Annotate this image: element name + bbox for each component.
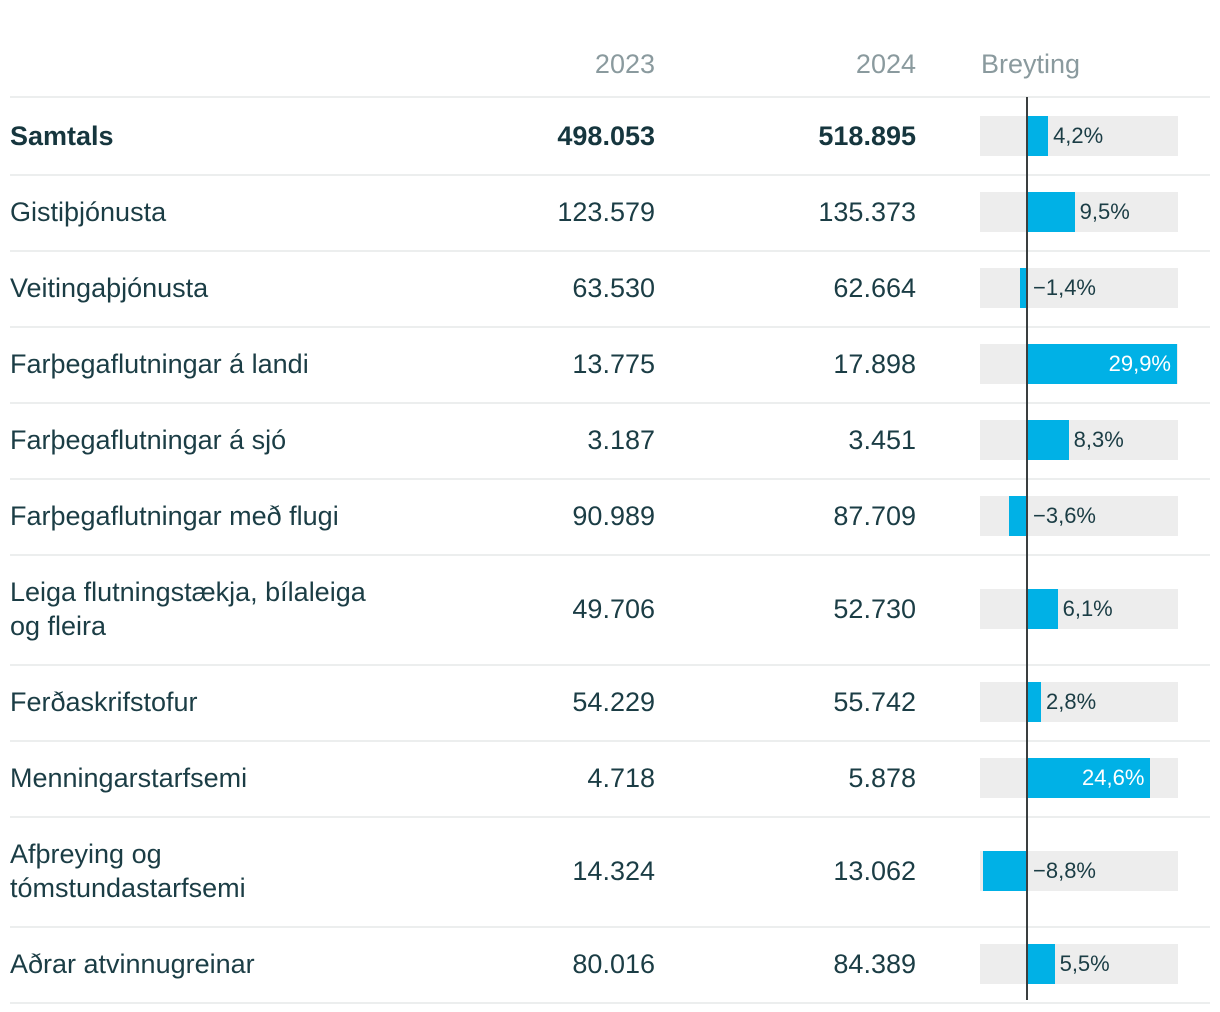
row-divider [10, 402, 1210, 404]
change-label: 2,8% [1046, 689, 1097, 714]
row-label-line: tómstundastarfsemi [10, 873, 246, 903]
row-label: Farþegaflutningar á sjó [10, 423, 286, 457]
change-label: −1,4% [1033, 275, 1096, 300]
row-label-line: og fleira [10, 611, 107, 641]
row-divider [10, 250, 1210, 252]
change-bar [1027, 682, 1042, 722]
value-2024: 135.373 [818, 197, 916, 227]
row-label-line: Farþegaflutningar á landi [10, 349, 309, 379]
value-2024: 52.730 [833, 594, 916, 624]
change-label: 5,5% [1059, 951, 1110, 976]
change-bar [1019, 268, 1027, 308]
row-divider [10, 816, 1210, 818]
change-label: 29,9% [1108, 351, 1171, 376]
change-bar [1027, 758, 1151, 798]
change-label: 9,5% [1079, 199, 1130, 224]
header-divider [10, 96, 1210, 98]
change-bar-track [980, 116, 1178, 156]
value-2024: 5.878 [848, 763, 916, 793]
change-label: 4,2% [1053, 123, 1104, 148]
row-label: Aðrar atvinnugreinar [10, 947, 255, 981]
header-2024: 2024 [855, 49, 916, 79]
value-2024: 62.664 [833, 273, 916, 303]
zero-axis-line [1026, 97, 1028, 1000]
change-label: 6,1% [1062, 596, 1113, 621]
row-divider [10, 926, 1210, 928]
value-2023: 54.229 [572, 687, 655, 717]
value-2023: 13.775 [572, 349, 655, 379]
row-label-line: Menningarstarfsemi [10, 763, 248, 793]
value-2023: 3.187 [587, 425, 655, 455]
value-2023: 14.324 [572, 856, 655, 886]
row-label-line: Ferðaskrifstofur [10, 687, 198, 717]
value-2024: 518.895 [818, 121, 916, 151]
row-divider [10, 554, 1210, 556]
value-2023: 498.053 [557, 121, 655, 151]
row-label-line: Veitingaþjónusta [10, 273, 209, 303]
row-label: Samtals [10, 119, 114, 153]
change-label: 8,3% [1073, 427, 1124, 452]
value-2024: 55.742 [833, 687, 916, 717]
row-label-line: Afþreying og [10, 839, 162, 869]
value-2023: 123.579 [557, 197, 655, 227]
row-divider [10, 740, 1210, 742]
row-label: Menningarstarfsemi [10, 761, 247, 795]
row-divider [10, 1002, 1210, 1004]
value-2023: 80.016 [572, 949, 655, 979]
change-bar-track [980, 192, 1178, 232]
change-label: −8,8% [1033, 858, 1096, 883]
change-bar [982, 851, 1027, 891]
row-label: Afþreying og tómstundastarfsemi [10, 837, 246, 905]
row-divider [10, 478, 1210, 480]
change-bar-track [980, 268, 1178, 308]
row-divider [10, 664, 1210, 666]
header-change: Breyting [981, 49, 1081, 79]
row-divider [10, 174, 1210, 176]
row-label: Ferðaskrifstofur [10, 685, 198, 719]
value-2024: 13.062 [833, 856, 916, 886]
row-divider [10, 326, 1210, 328]
change-bar-track [980, 589, 1178, 629]
change-bar-track [980, 682, 1178, 722]
header-2023: 2023 [594, 49, 655, 79]
value-2023: 49.706 [572, 594, 655, 624]
row-label: Gistiþjónusta [10, 195, 166, 229]
change-label: 24,6% [1082, 765, 1145, 790]
change-bar [1027, 192, 1075, 232]
change-bar [1027, 589, 1058, 629]
row-label: Veitingaþjónusta [10, 271, 208, 305]
row-label-line: Farþegaflutningar með flugi [10, 501, 339, 531]
change-bar [1027, 116, 1049, 156]
value-2024: 3.451 [848, 425, 916, 455]
change-bar-track [980, 944, 1178, 984]
row-label-line: Leiga flutningstækja, bílaleiga [10, 577, 366, 607]
change-bar [1008, 496, 1027, 536]
row-label-line: Samtals [10, 121, 114, 151]
row-label: Farþegaflutningar með flugi [10, 499, 339, 533]
value-2024: 17.898 [833, 349, 916, 379]
change-bar-track [980, 420, 1178, 460]
value-2023: 90.989 [572, 501, 655, 531]
change-bar [1027, 944, 1055, 984]
value-2023: 63.530 [572, 273, 655, 303]
change-label: −3,6% [1033, 503, 1096, 528]
value-2024: 87.709 [833, 501, 916, 531]
change-bar [1027, 420, 1069, 460]
value-2024: 84.389 [833, 949, 916, 979]
row-label-line: Gistiþjónusta [10, 197, 167, 227]
row-label: Farþegaflutningar á landi [10, 347, 309, 381]
value-2023: 4.718 [587, 763, 655, 793]
row-label-line: Farþegaflutningar á sjó [10, 425, 287, 455]
row-label: Leiga flutningstækja, bílaleiga og fleira [10, 575, 366, 643]
change-bar [1027, 344, 1177, 384]
row-label-line: Aðrar atvinnugreinar [10, 949, 255, 979]
